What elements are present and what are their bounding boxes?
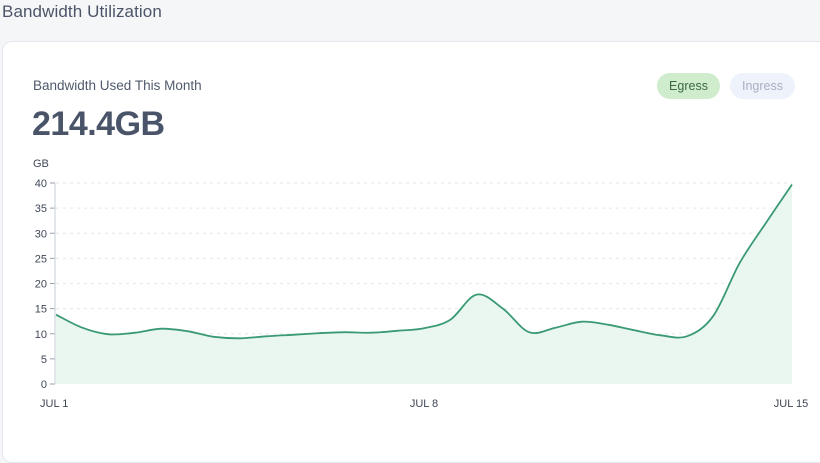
bandwidth-area-chart: 0 5 10 15 20 25 30 35 40 JUL 1 JUL 8 JUL 15 GB [33,158,808,410]
y-tick-label: 10 [35,329,47,341]
card-label: Bandwidth Used This Month [33,78,202,93]
series-line [55,183,793,340]
area-fill [56,184,792,384]
y-tick-label: 25 [35,253,47,265]
x-tick-label: JUL 15 [774,398,808,410]
y-tick-label: 15 [35,304,47,316]
ingress-toggle-button[interactable]: Ingress [730,73,795,99]
y-tick-label: 5 [41,354,47,366]
y-tick-label: 20 [35,279,47,291]
x-tick-label: JUL 1 [40,398,68,410]
y-unit-label: GB [33,158,49,170]
y-tick-label: 30 [35,228,47,240]
chart-axes: 0 5 10 15 20 25 30 35 40 JUL 1 JUL 8 JUL 15 [35,178,808,410]
bandwidth-total-value: 214.4GB [32,105,165,143]
y-tick-label: 0 [41,379,47,391]
y-tick-label: 40 [35,178,47,190]
page-title: Bandwidth Utilization [2,2,162,21]
egress-toggle-button[interactable]: Egress [657,73,720,99]
y-tick-label: 35 [35,203,47,215]
x-tick-label: JUL 8 [410,398,438,410]
